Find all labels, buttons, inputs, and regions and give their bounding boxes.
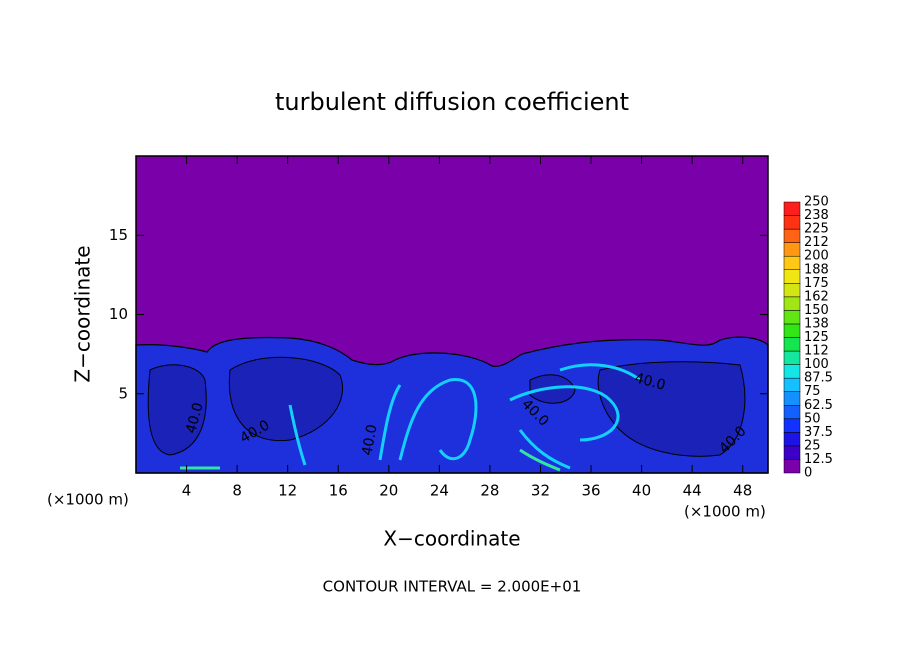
colorbar-cell [783,310,801,325]
colorbar-cell [783,418,801,433]
colorbar-cell [783,269,801,284]
x-tick-label: 4 [182,482,192,500]
colorbar-label: 12.5 [804,452,833,467]
footer: CONTOUR INTERVAL = 2.000E+01 [323,578,582,596]
x-axis-label: X−coordinate [383,527,520,551]
x-tick-label: 48 [733,482,752,500]
colorbar-cell [783,445,801,460]
colorbar-label: 37.5 [804,425,833,440]
colorbar-label: 75 [804,384,821,399]
x-tick-label: 8 [232,482,242,500]
field-streaks [288,363,641,470]
colorbar-label: 200 [804,249,829,264]
contour-label: 40.0 [359,423,380,456]
colorbar-label: 150 [804,303,829,318]
y-tick-label: 5 [118,384,128,402]
colorbar-cell [783,377,801,392]
colorbar-label: 162 [804,289,829,304]
colorbar-label: 225 [804,222,829,237]
colorbar-label: 0 [804,466,812,481]
colorbar-label: 100 [804,357,829,372]
x-tick-label: 12 [278,482,297,500]
x-tick-label: 20 [379,482,398,500]
colorbar-cell [783,432,801,447]
colorbar-label: 238 [804,208,829,223]
colorbar-label: 50 [804,411,821,426]
x-tick-label: 16 [329,482,348,500]
colorbar-cell [783,296,801,311]
colorbar-label: 138 [804,316,829,331]
x-tick-label: 36 [581,482,600,500]
colorbar-cell [783,255,801,271]
field [135,156,769,474]
x-tick-label: 28 [480,482,499,500]
colorbar-cell [783,350,801,365]
y-tick-label: 15 [109,226,128,244]
colorbar-cell [783,405,801,420]
colorbar-label: 212 [804,235,829,250]
colorbar-label: 87.5 [804,371,833,386]
colorbar-cell [783,201,801,216]
colorbar-cell [783,283,801,298]
x-tick-label: 40 [632,482,651,500]
colorbar-label: 62.5 [804,398,833,413]
x-tick-label: 32 [531,482,550,500]
x-unit-left: (×1000 m) [47,491,129,509]
y-axis-label: Z−coordinate [71,245,95,382]
colorbar-cell [783,459,801,474]
colorbar-label: 125 [804,330,829,345]
y-tick-label: 10 [109,305,128,323]
colorbar-cell [783,323,801,338]
x-unit-right: (×1000 m) [684,503,766,521]
x-tick-label: 44 [683,482,702,500]
x-tick-label: 24 [430,482,449,500]
contour-label: 40.0 [183,401,207,435]
colorbar-label: 112 [804,344,829,359]
colorbar-cell [783,215,801,230]
field-core [147,356,746,457]
colorbar-cell [783,228,801,243]
colorbar-cell [783,391,801,406]
colorbar-label: 25 [804,438,821,453]
colorbar-label: 188 [804,262,829,277]
colorbar-cell [783,242,801,257]
colorbar-cell [783,364,801,379]
colorbar-label: 250 [804,195,829,210]
colorbar-label: 175 [804,276,829,291]
contour-label: 40.0 [633,370,667,394]
chart-title: turbulent diffusion coefficient [275,88,629,116]
colorbar-cell [783,337,801,352]
